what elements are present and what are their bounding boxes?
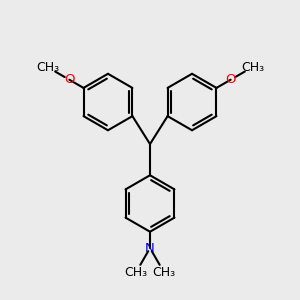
Text: CH₃: CH₃ — [124, 266, 148, 278]
Text: CH₃: CH₃ — [241, 61, 264, 74]
Text: N: N — [145, 242, 155, 255]
Text: O: O — [225, 73, 236, 86]
Text: CH₃: CH₃ — [152, 266, 176, 278]
Text: O: O — [64, 73, 75, 86]
Text: CH₃: CH₃ — [36, 61, 59, 74]
